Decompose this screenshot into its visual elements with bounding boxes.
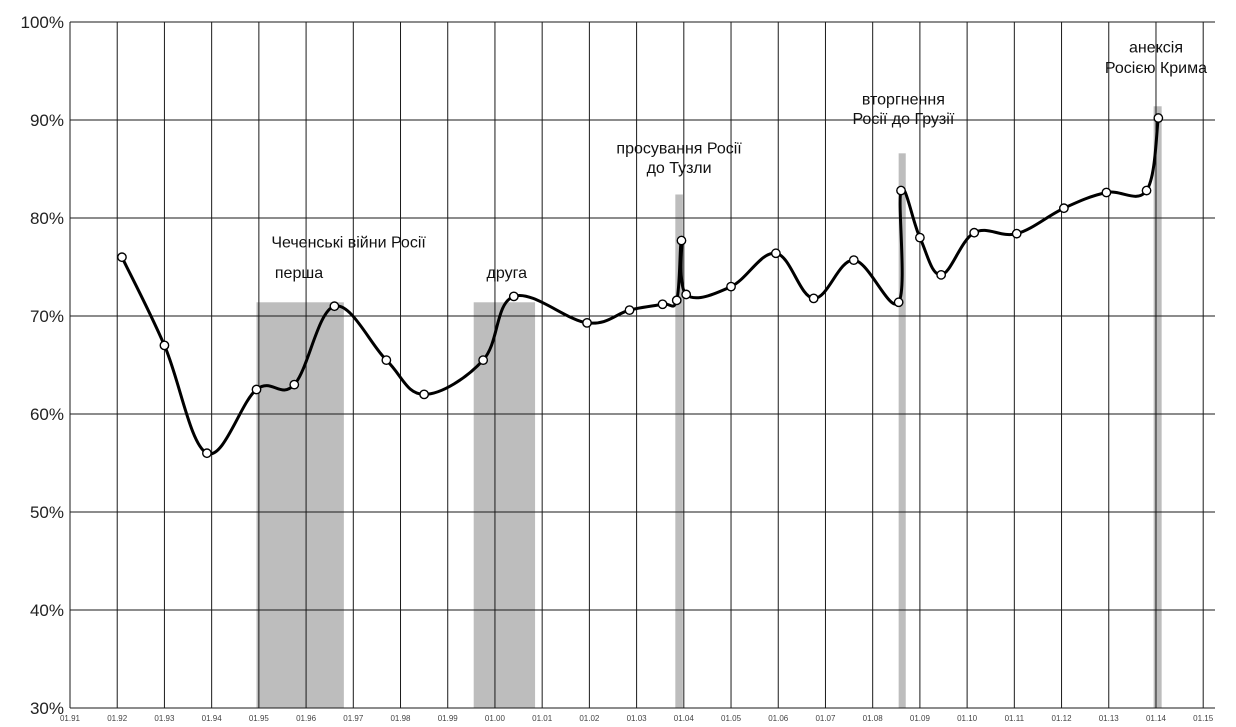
data-point <box>1141 185 1152 196</box>
annotation-label: Чеченські війни Росії <box>271 234 426 251</box>
y-tick-label: 60% <box>30 405 64 424</box>
data-point <box>419 389 430 400</box>
data-point <box>478 355 489 365</box>
x-tick-label: 01.05 <box>721 714 742 723</box>
data-point <box>808 293 819 304</box>
data-point <box>1101 187 1112 198</box>
shaded-period-1 <box>473 302 536 708</box>
annotation-label: Росії до Грузії <box>852 111 954 128</box>
annotation-label: вторгнення <box>862 91 945 108</box>
data-point <box>848 255 859 266</box>
x-axis-ticks: 01.91 01.92 01.93 01.94 01.95 01.96 01.97 01.98… <box>60 714 1214 723</box>
y-tick-label: 50% <box>30 503 64 522</box>
annotation-label: просування Росії <box>616 140 742 157</box>
y-axis-ticks: 30% 40% 50% 60% 70% 80% 90% 100% <box>21 13 64 718</box>
data-points <box>117 113 1164 459</box>
y-tick-label: 30% <box>30 699 64 718</box>
x-tick-label: 01.97 <box>343 714 364 723</box>
x-tick-label: 01.10 <box>957 714 978 723</box>
x-tick-label: 01.96 <box>296 714 317 723</box>
x-tick-label: 01.06 <box>768 714 789 723</box>
y-tick-label: 100% <box>21 13 64 32</box>
x-tick-label: 01.01 <box>532 714 553 723</box>
data-point <box>671 295 682 306</box>
x-tick-label: 01.02 <box>579 714 600 723</box>
y-tick-label: 90% <box>30 111 64 130</box>
shaded-periods <box>256 106 1162 709</box>
x-tick-label: 01.91 <box>60 714 81 723</box>
shaded-period-3 <box>898 153 906 708</box>
data-point <box>251 384 262 395</box>
x-tick-label: 01.92 <box>107 714 128 723</box>
x-tick-label: 01.98 <box>390 714 411 723</box>
annotation-label: до Тузли <box>647 160 712 177</box>
data-point <box>969 227 980 238</box>
y-tick-label: 80% <box>30 209 64 228</box>
annotation-label: анексія <box>1129 39 1183 56</box>
x-tick-label: 01.12 <box>1052 714 1073 723</box>
y-tick-label: 40% <box>30 601 64 620</box>
data-point <box>896 185 906 196</box>
annotations: Чеченські війни Росії перша друга просуванн… <box>271 39 1207 281</box>
shaded-period-2 <box>675 194 683 709</box>
x-tick-label: 01.14 <box>1146 714 1167 723</box>
x-tick-label: 01.15 <box>1193 714 1214 723</box>
annotation-label: Росією Крима <box>1105 60 1207 77</box>
data-point <box>624 305 635 316</box>
x-tick-label: 01.13 <box>1099 714 1120 723</box>
data-point <box>726 281 736 292</box>
data-point <box>117 252 127 263</box>
data-point <box>159 340 170 351</box>
data-point <box>508 291 519 302</box>
data-point <box>1059 203 1069 214</box>
data-point <box>676 235 687 246</box>
x-tick-label: 01.93 <box>154 714 175 723</box>
y-tick-label: 70% <box>30 307 64 326</box>
data-point <box>936 269 947 280</box>
x-tick-label: 01.09 <box>910 714 931 723</box>
annotation-label: друга <box>487 265 528 282</box>
x-tick-label: 01.11 <box>1005 714 1025 723</box>
shaded-period-4 <box>1153 106 1162 708</box>
data-point <box>202 448 212 459</box>
data-point <box>1153 113 1164 123</box>
data-point <box>893 297 904 308</box>
x-tick-label: 01.95 <box>249 714 270 723</box>
x-tick-label: 01.04 <box>674 714 695 723</box>
x-tick-label: 01.07 <box>815 714 836 723</box>
x-tick-label: 01.08 <box>863 714 884 723</box>
x-tick-label: 01.94 <box>202 714 223 723</box>
x-tick-label: 01.03 <box>627 714 648 723</box>
x-tick-label: 01.00 <box>485 714 506 723</box>
data-point <box>582 317 592 328</box>
annotation-label: перша <box>275 265 323 282</box>
data-point <box>657 299 668 310</box>
data-point <box>329 301 340 312</box>
data-point <box>681 289 692 300</box>
grid-lines <box>69 21 1215 709</box>
data-point <box>770 248 781 259</box>
shaded-period-0 <box>256 302 344 708</box>
data-point <box>289 379 300 390</box>
data-point <box>1011 228 1022 239</box>
data-point <box>381 355 392 365</box>
data-point <box>914 232 925 243</box>
x-tick-label: 01.99 <box>438 714 459 723</box>
